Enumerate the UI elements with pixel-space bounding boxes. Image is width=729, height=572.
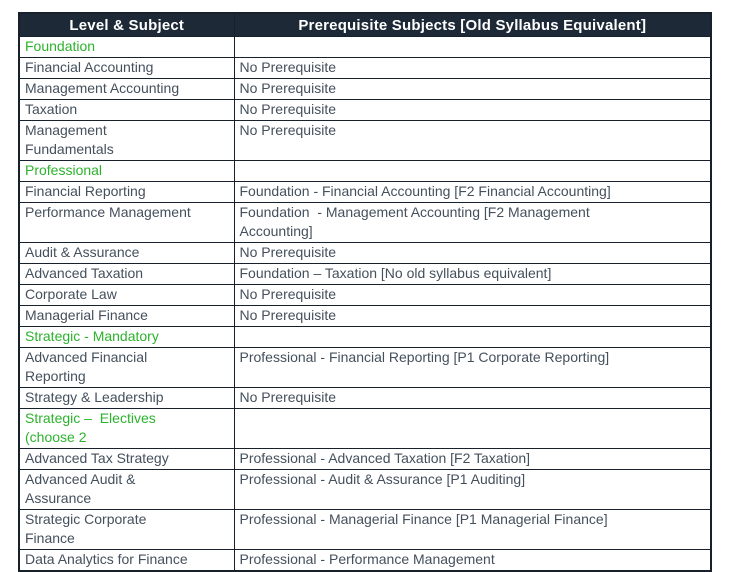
table-row: Advanced Audit & Assurance Professional … xyxy=(18,469,712,510)
prereq-cell xyxy=(233,326,712,348)
column-header-prerequisite-subjects: Prerequisite Subjects [Old Syllabus Equi… xyxy=(233,12,712,37)
subject-cell: Financial Accounting xyxy=(18,57,235,79)
prereq-cell: Professional - Audit & Assurance [P1 Aud… xyxy=(233,469,712,510)
table-row: Advanced Financial Reporting Professiona… xyxy=(18,347,712,388)
subject-cell: Strategy & Leadership xyxy=(18,387,235,409)
table-row: Managerial Finance No Prerequisite xyxy=(18,305,712,327)
table-row: Strategic Corporate Finance Professional… xyxy=(18,509,712,550)
table-row: Strategy & Leadership No Prerequisite xyxy=(18,387,712,409)
prereq-cell xyxy=(233,408,712,449)
table-row: Financial Reporting Foundation - Financi… xyxy=(18,181,712,203)
subject-cell: Audit & Assurance xyxy=(18,242,235,264)
subject-cell: Advanced Financial Reporting xyxy=(18,347,235,388)
prereq-cell: Professional - Performance Management xyxy=(233,549,712,572)
prereq-cell: Foundation - Financial Accounting [F2 Fi… xyxy=(233,181,712,203)
table-row: Foundation xyxy=(18,36,712,58)
prereq-cell: Professional - Advanced Taxation [F2 Tax… xyxy=(233,448,712,470)
prereq-cell: No Prerequisite xyxy=(233,305,712,327)
subject-cell: Taxation xyxy=(18,99,235,121)
table-row: Performance Management Foundation - Mana… xyxy=(18,202,712,243)
section-label: Strategic - Mandatory xyxy=(18,326,235,348)
subject-cell: Management Fundamentals xyxy=(18,120,235,161)
table-row: Advanced Tax Strategy Professional - Adv… xyxy=(18,448,712,470)
subject-cell: Management Accounting xyxy=(18,78,235,100)
subject-cell: Financial Reporting xyxy=(18,181,235,203)
subject-cell: Advanced Tax Strategy xyxy=(18,448,235,470)
table-row: Data Analytics for Finance Professional … xyxy=(18,549,712,572)
column-header-level-subject: Level & Subject xyxy=(18,12,235,37)
table-row: Professional xyxy=(18,160,712,182)
table-row: Management Fundamentals No Prerequisite xyxy=(18,120,712,161)
prereq-cell: Foundation – Taxation [No old syllabus e… xyxy=(233,263,712,285)
prereq-cell: Professional - Managerial Finance [P1 Ma… xyxy=(233,509,712,550)
prereq-cell xyxy=(233,36,712,58)
table-row: Strategic – Electives (choose 2 xyxy=(18,408,712,449)
header-row: Level & Subject Prerequisite Subjects [O… xyxy=(18,12,712,37)
table-row: Advanced Taxation Foundation – Taxation … xyxy=(18,263,712,285)
prereq-cell: No Prerequisite xyxy=(233,242,712,264)
table-row: Audit & Assurance No Prerequisite xyxy=(18,242,712,264)
table-body: Foundation Financial Accounting No Prere… xyxy=(18,36,712,572)
subject-cell: Strategic Corporate Finance xyxy=(18,509,235,550)
prerequisites-table: Level & Subject Prerequisite Subjects [O… xyxy=(18,12,712,572)
subject-cell: Advanced Audit & Assurance xyxy=(18,469,235,510)
table-row: Financial Accounting No Prerequisite xyxy=(18,57,712,79)
table-row: Strategic - Mandatory xyxy=(18,326,712,348)
prereq-cell xyxy=(233,160,712,182)
subject-cell: Corporate Law xyxy=(18,284,235,306)
table-header: Level & Subject Prerequisite Subjects [O… xyxy=(18,12,712,37)
subject-cell: Data Analytics for Finance xyxy=(18,549,235,572)
subject-cell: Advanced Taxation xyxy=(18,263,235,285)
subject-cell: Managerial Finance xyxy=(18,305,235,327)
section-label: Foundation xyxy=(18,36,235,58)
prereq-cell: Foundation - Management Accounting [F2 M… xyxy=(233,202,712,243)
prereq-cell: No Prerequisite xyxy=(233,120,712,161)
section-label: Strategic – Electives (choose 2 xyxy=(18,408,235,449)
table-row: Corporate Law No Prerequisite xyxy=(18,284,712,306)
prereq-cell: No Prerequisite xyxy=(233,387,712,409)
prereq-cell: No Prerequisite xyxy=(233,99,712,121)
section-label: Professional xyxy=(18,160,235,182)
subject-cell: Performance Management xyxy=(18,202,235,243)
table-row: Management Accounting No Prerequisite xyxy=(18,78,712,100)
prereq-cell: Professional - Financial Reporting [P1 C… xyxy=(233,347,712,388)
table-row: Taxation No Prerequisite xyxy=(18,99,712,121)
prereq-cell: No Prerequisite xyxy=(233,78,712,100)
prereq-cell: No Prerequisite xyxy=(233,57,712,79)
prereq-cell: No Prerequisite xyxy=(233,284,712,306)
